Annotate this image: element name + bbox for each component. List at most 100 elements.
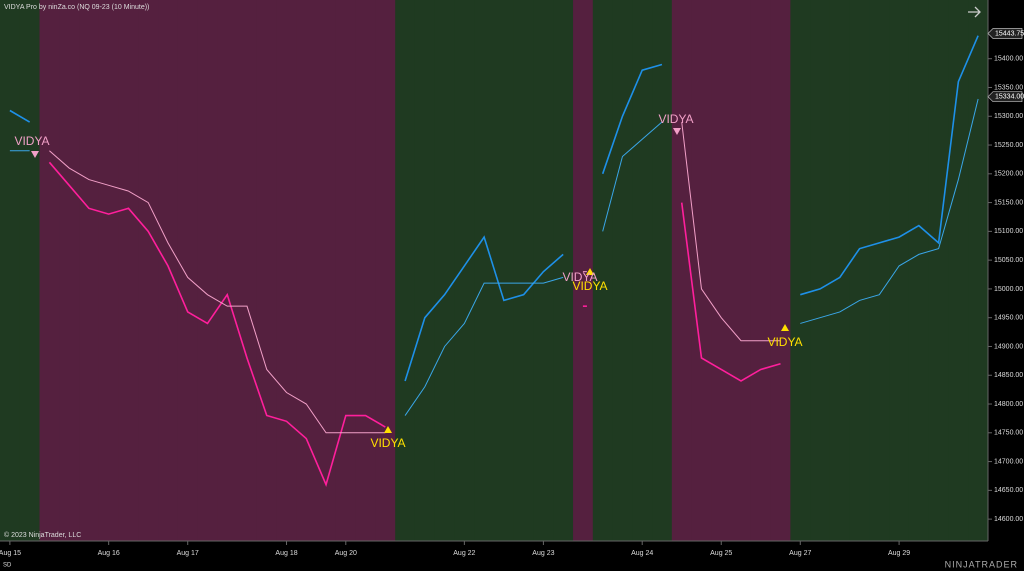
x-tick-label: Aug 22 [453, 550, 475, 557]
y-tick-label: 14950.00 [994, 315, 1023, 322]
y-tick-label: 15100.00 [994, 228, 1023, 235]
trend-band [414, 0, 436, 541]
trend-band [237, 0, 258, 541]
signal-label: VIDYA [572, 279, 607, 293]
signal-marker [586, 268, 594, 275]
price-line [800, 35, 979, 296]
y-tick-label: 14600.00 [994, 516, 1023, 523]
y-tick-label: 14850.00 [994, 372, 1023, 379]
price-marker-label: 15443.75 [995, 30, 1024, 37]
trend-band [632, 0, 653, 541]
trend-band [968, 0, 989, 541]
price-marker [987, 28, 1023, 39]
trend-band [375, 0, 396, 541]
y-tick-label: 14750.00 [994, 430, 1023, 437]
signal-marker [384, 426, 392, 433]
trend-band [849, 0, 870, 541]
y-tick-label: 15250.00 [994, 142, 1023, 149]
scroll-arrow[interactable] [968, 6, 981, 18]
logo: NINJATRADER [945, 559, 1018, 569]
signal-label: VIDYA [370, 436, 405, 450]
y-tick-label: 15350.00 [994, 84, 1023, 91]
trend-band [296, 0, 317, 541]
vidya-line [602, 121, 663, 232]
trend-band [316, 0, 337, 541]
trend-band [79, 0, 100, 541]
trend-band [573, 0, 594, 541]
trend-band [928, 0, 949, 541]
price-line [48, 161, 386, 487]
x-tick-label: Aug 24 [631, 550, 653, 557]
x-tick-label: Aug 18 [275, 550, 297, 557]
price-marker [987, 91, 1023, 103]
copyright: © 2023 NinjaTrader, LLC [4, 531, 81, 539]
x-tick-label: Aug 17 [177, 550, 199, 557]
trend-band [652, 0, 673, 541]
trend-band [770, 0, 791, 541]
trend-band [790, 0, 811, 541]
x-tick-label: Aug 20 [335, 550, 357, 557]
trend-band [454, 0, 475, 541]
signal-label: VIDYA [14, 134, 49, 148]
plot-area [0, 0, 989, 541]
y-tick-label: 14900.00 [994, 343, 1023, 350]
price-line [680, 202, 781, 382]
trend-band [908, 0, 930, 541]
trend-band [256, 0, 278, 541]
signal-marker [31, 151, 39, 158]
signal-marker [673, 128, 681, 135]
trend-band [592, 0, 614, 541]
signal-label: VIDYA [767, 335, 802, 349]
trend-band [513, 0, 535, 541]
x-tick-label: Aug 16 [98, 550, 120, 557]
y-tick-label: 14700.00 [994, 458, 1023, 465]
trend-band [177, 0, 199, 541]
trend-band [335, 0, 357, 541]
signal-label: VIDYA [562, 270, 597, 284]
x-tick-label: Aug 15 [0, 550, 21, 557]
trend-band [355, 0, 376, 541]
trend-band [19, 0, 41, 541]
trend-band [494, 0, 515, 541]
trend-band [276, 0, 297, 541]
trend-band [434, 0, 455, 541]
y-tick-label: 15200.00 [994, 171, 1023, 178]
price-marker-label: 15334.00 [995, 94, 1024, 101]
trend-band [810, 0, 831, 541]
trend-band [829, 0, 851, 541]
trend-band [869, 0, 890, 541]
y-tick-label: 15400.00 [994, 56, 1023, 63]
trend-band [98, 0, 120, 541]
vidya-line [404, 276, 564, 416]
trend-band [474, 0, 495, 541]
y-tick-label: 14650.00 [994, 487, 1023, 494]
trend-band [158, 0, 179, 541]
trend-band [731, 0, 752, 541]
corner-label: SD [3, 563, 12, 569]
y-tick-label: 15300.00 [994, 113, 1023, 120]
trend-band [691, 0, 712, 541]
x-tick-label: Aug 23 [532, 550, 554, 557]
signal-marker [781, 324, 789, 331]
trend-band [118, 0, 139, 541]
trend-band [197, 0, 218, 541]
trend-band [217, 0, 238, 541]
y-tick-label: 15150.00 [994, 199, 1023, 206]
trend-band [59, 0, 80, 541]
trend-band [138, 0, 159, 541]
vidya-line [49, 150, 386, 434]
trend-band [711, 0, 732, 541]
trend-band [750, 0, 772, 541]
trend-band [889, 0, 910, 541]
price-line [404, 235, 564, 382]
trend-band [948, 0, 969, 541]
x-tick-label: Aug 27 [789, 550, 811, 557]
price-line [9, 109, 31, 123]
trend-band [553, 0, 574, 541]
trend-band [395, 0, 416, 541]
x-tick-label: Aug 29 [888, 550, 910, 557]
price-line [601, 63, 663, 175]
vidya-line [681, 121, 781, 342]
trend-band [0, 0, 21, 541]
